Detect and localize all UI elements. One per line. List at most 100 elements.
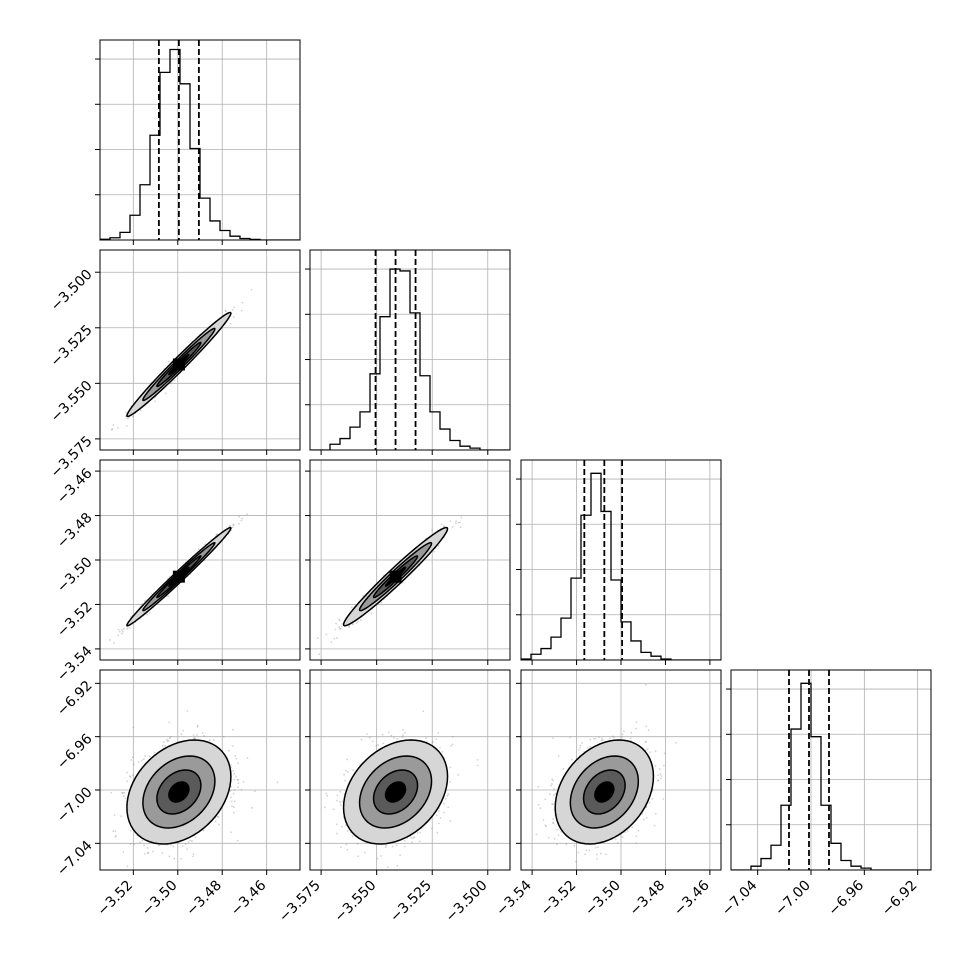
- sample-point: [437, 544, 440, 547]
- sample-point: [250, 288, 253, 291]
- sample-point: [154, 400, 157, 403]
- sample-point: [418, 840, 421, 843]
- sample-point: [112, 424, 115, 426]
- sample-point: [446, 794, 449, 797]
- sample-point: [443, 811, 446, 814]
- sample-point: [384, 846, 387, 849]
- density-peak: [172, 358, 185, 371]
- sample-point: [110, 428, 113, 431]
- sample-point: [139, 841, 142, 844]
- sample-point: [231, 805, 234, 808]
- sample-point: [158, 844, 160, 847]
- sample-point: [385, 844, 388, 847]
- sample-point: [142, 758, 145, 760]
- sample-point: [338, 626, 340, 629]
- sample-point: [403, 839, 406, 842]
- sample-point: [232, 523, 235, 526]
- sample-point: [129, 843, 132, 846]
- sample-point: [350, 606, 353, 609]
- sample-point: [341, 825, 343, 828]
- sample-point: [137, 761, 140, 763]
- sample-point: [402, 728, 405, 731]
- sample-point: [449, 520, 452, 523]
- sample-point: [237, 782, 240, 785]
- sample-point: [233, 800, 236, 803]
- sample-point: [230, 529, 233, 532]
- sample-point: [447, 793, 450, 796]
- sample-point: [276, 781, 279, 784]
- sample-point: [153, 751, 156, 754]
- sample-point: [139, 409, 142, 412]
- sample-point: [229, 764, 232, 767]
- histogram-1: [310, 268, 510, 450]
- sample-point: [164, 392, 167, 395]
- sample-point: [231, 744, 234, 747]
- sample-point: [381, 733, 384, 736]
- sample-point: [115, 834, 117, 837]
- sample-point: [237, 786, 239, 789]
- sample-point: [141, 839, 144, 842]
- sample-point: [451, 743, 454, 746]
- sample-point: [476, 759, 479, 761]
- sample-point: [366, 733, 368, 735]
- sample-point: [232, 316, 235, 319]
- sample-point: [120, 632, 123, 635]
- sample-point: [241, 301, 244, 304]
- sample-point: [148, 755, 151, 758]
- histogram-2: [521, 472, 721, 660]
- sample-point: [388, 731, 390, 734]
- sample-point: [412, 837, 415, 839]
- sample-point: [450, 745, 453, 747]
- sample-point: [216, 815, 219, 818]
- sample-point: [236, 839, 239, 842]
- sample-point: [410, 841, 413, 844]
- sample-point: [447, 806, 450, 809]
- sample-point: [117, 628, 120, 631]
- sample-point: [184, 842, 187, 845]
- sample-point: [231, 308, 234, 311]
- sample-point: [380, 855, 382, 857]
- sample-point: [335, 823, 338, 826]
- sample-point: [443, 802, 445, 805]
- sample-point: [344, 779, 347, 782]
- sample-point: [192, 734, 195, 737]
- sample-point: [457, 773, 460, 776]
- sample-point: [403, 845, 406, 848]
- panel-2-1: [305, 459, 511, 665]
- sample-point: [451, 526, 454, 528]
- sample-point: [229, 524, 231, 527]
- sample-point: [126, 627, 129, 630]
- sample-point: [238, 515, 241, 518]
- sample-point: [431, 741, 434, 744]
- panel-1-0: [95, 249, 301, 455]
- sample-point: [316, 637, 319, 640]
- sample-point: [126, 780, 128, 783]
- sample-point: [332, 808, 335, 811]
- sample-point: [235, 757, 238, 760]
- sample-point: [217, 816, 220, 818]
- sample-point: [234, 755, 237, 757]
- sample-point: [121, 791, 123, 794]
- sample-point: [140, 759, 143, 762]
- sample-point: [352, 623, 355, 626]
- sample-point: [422, 710, 425, 713]
- sample-point: [335, 622, 337, 625]
- sample-point: [457, 521, 460, 524]
- sample-point: [161, 745, 164, 747]
- sample-point: [212, 738, 215, 741]
- sample-point: [340, 625, 343, 628]
- sample-point: [436, 831, 439, 834]
- sample-point: [129, 775, 132, 778]
- sample-point: [118, 630, 121, 633]
- sample-point: [240, 519, 243, 522]
- sample-point: [128, 775, 131, 777]
- sample-point: [132, 726, 135, 729]
- sample-point: [232, 769, 235, 772]
- sample-point: [126, 865, 129, 868]
- sample-point: [113, 814, 116, 816]
- sample-point: [348, 626, 351, 628]
- sample-point: [240, 309, 243, 312]
- sample-point: [173, 857, 176, 860]
- sample-point: [112, 641, 115, 644]
- sample-point: [339, 801, 341, 803]
